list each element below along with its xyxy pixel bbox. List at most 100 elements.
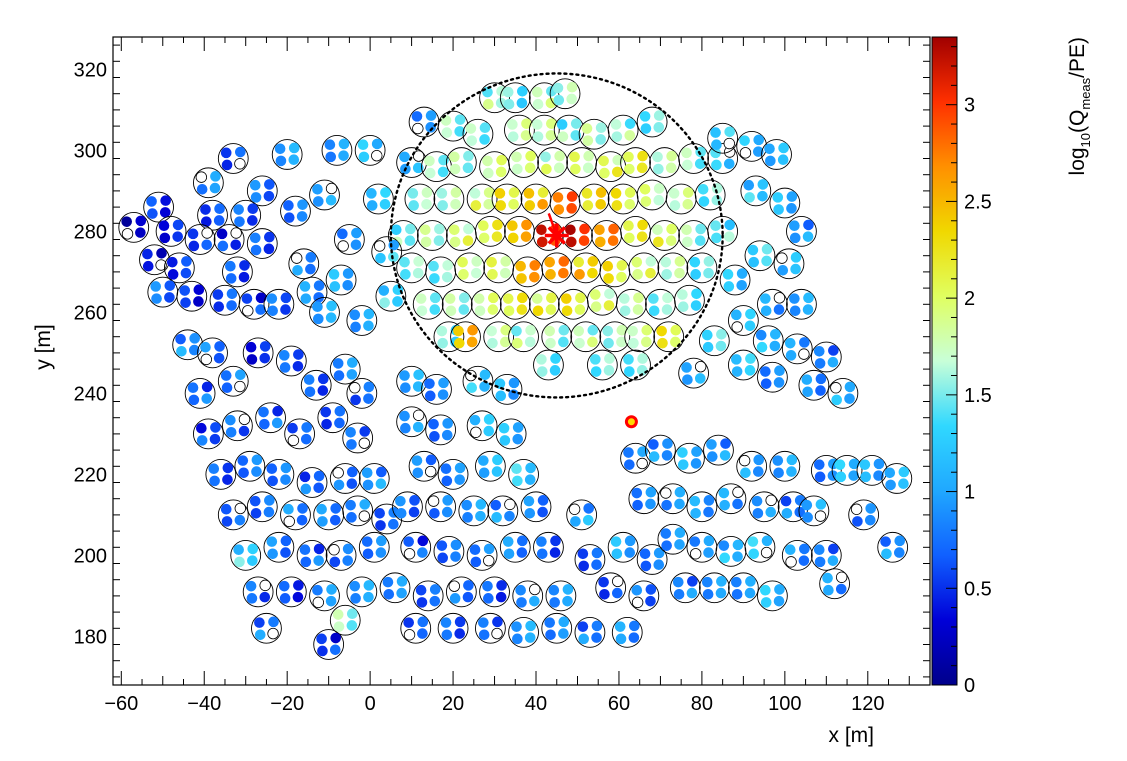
detector-marker bbox=[512, 475, 523, 487]
detector-marker bbox=[380, 187, 391, 198]
detector-marker bbox=[412, 122, 424, 135]
detector-marker bbox=[329, 514, 341, 526]
station-ring bbox=[263, 288, 295, 320]
station bbox=[205, 459, 237, 490]
station bbox=[557, 288, 589, 320]
station bbox=[624, 321, 656, 353]
detector-marker bbox=[668, 188, 680, 199]
detector-marker bbox=[739, 147, 752, 159]
detector-marker bbox=[479, 381, 490, 392]
detector-marker bbox=[581, 188, 593, 199]
detector-marker bbox=[549, 597, 560, 608]
station-ring bbox=[222, 410, 253, 442]
station bbox=[408, 450, 440, 482]
detector-marker bbox=[524, 507, 536, 519]
detector-marker bbox=[777, 154, 789, 166]
station-ring bbox=[657, 523, 689, 555]
station-ring bbox=[566, 499, 598, 531]
detector-marker bbox=[525, 462, 536, 474]
detector-marker bbox=[263, 243, 275, 255]
detector-marker bbox=[200, 204, 211, 215]
station bbox=[574, 616, 606, 648]
detector-marker bbox=[716, 328, 727, 340]
detector-marker bbox=[226, 300, 237, 311]
detector-marker bbox=[624, 459, 635, 470]
detector-marker bbox=[412, 150, 425, 162]
detector-marker bbox=[690, 269, 701, 280]
detector-marker bbox=[624, 163, 635, 175]
station bbox=[176, 280, 208, 312]
station bbox=[172, 329, 204, 361]
station-ring bbox=[317, 402, 349, 434]
station bbox=[325, 264, 357, 296]
station-ring bbox=[848, 499, 880, 531]
detector-marker bbox=[491, 231, 503, 242]
detector-marker bbox=[313, 280, 325, 291]
detector-marker bbox=[802, 512, 813, 523]
station bbox=[798, 369, 830, 401]
station-ring bbox=[466, 540, 498, 571]
detector-marker bbox=[259, 341, 271, 352]
detector-marker bbox=[827, 356, 839, 368]
detector-marker bbox=[150, 281, 162, 292]
station bbox=[280, 195, 311, 227]
station bbox=[636, 179, 668, 211]
station-ring bbox=[707, 143, 739, 174]
station bbox=[649, 220, 680, 251]
station-ring bbox=[757, 288, 788, 320]
station bbox=[686, 491, 718, 523]
detector-marker bbox=[757, 190, 768, 202]
detector-marker bbox=[425, 122, 436, 133]
detector-marker bbox=[316, 503, 327, 515]
detector-marker bbox=[637, 150, 648, 162]
detector-marker bbox=[745, 576, 756, 587]
hot-station-marker bbox=[624, 415, 638, 429]
station bbox=[881, 463, 913, 494]
detector-marker bbox=[237, 455, 249, 466]
detector-marker bbox=[220, 503, 232, 515]
station bbox=[703, 434, 734, 466]
detector-marker bbox=[776, 252, 788, 264]
station-ring bbox=[781, 540, 813, 571]
station bbox=[620, 442, 651, 474]
detector-marker bbox=[214, 341, 225, 352]
detector-marker bbox=[238, 271, 250, 283]
detector-marker bbox=[549, 547, 561, 558]
y-tick-label: 240 bbox=[74, 383, 107, 405]
station bbox=[848, 499, 880, 531]
station-ring bbox=[757, 580, 788, 612]
detector-marker bbox=[595, 122, 607, 134]
detector-marker bbox=[612, 166, 623, 178]
detector-marker bbox=[772, 192, 784, 203]
detector-marker bbox=[723, 137, 735, 150]
detector-marker bbox=[346, 620, 358, 631]
detector-marker bbox=[731, 576, 742, 588]
station bbox=[197, 199, 228, 231]
detector-marker bbox=[408, 200, 419, 211]
detector-marker bbox=[814, 471, 826, 483]
detector-marker bbox=[495, 390, 507, 402]
detector-marker bbox=[458, 292, 470, 304]
detector-marker bbox=[603, 273, 614, 284]
detector-marker bbox=[412, 162, 424, 174]
detector-marker bbox=[409, 495, 420, 506]
detector-marker bbox=[388, 239, 400, 251]
detector-marker bbox=[594, 236, 606, 248]
detector-marker bbox=[363, 320, 374, 332]
detector-marker bbox=[834, 459, 846, 470]
detector-marker bbox=[201, 393, 213, 404]
station-ring bbox=[798, 369, 830, 401]
detector-marker bbox=[822, 572, 833, 584]
detector-marker bbox=[536, 536, 547, 547]
detector-marker bbox=[235, 146, 246, 158]
detector-marker bbox=[462, 235, 474, 247]
detector-marker bbox=[254, 629, 266, 641]
station bbox=[607, 531, 639, 563]
station bbox=[611, 616, 643, 648]
detector-marker bbox=[552, 192, 564, 203]
detector-marker bbox=[502, 293, 514, 304]
station-ring bbox=[433, 183, 465, 215]
station-ring bbox=[412, 580, 444, 612]
station bbox=[541, 252, 573, 284]
detector-marker bbox=[682, 198, 694, 210]
